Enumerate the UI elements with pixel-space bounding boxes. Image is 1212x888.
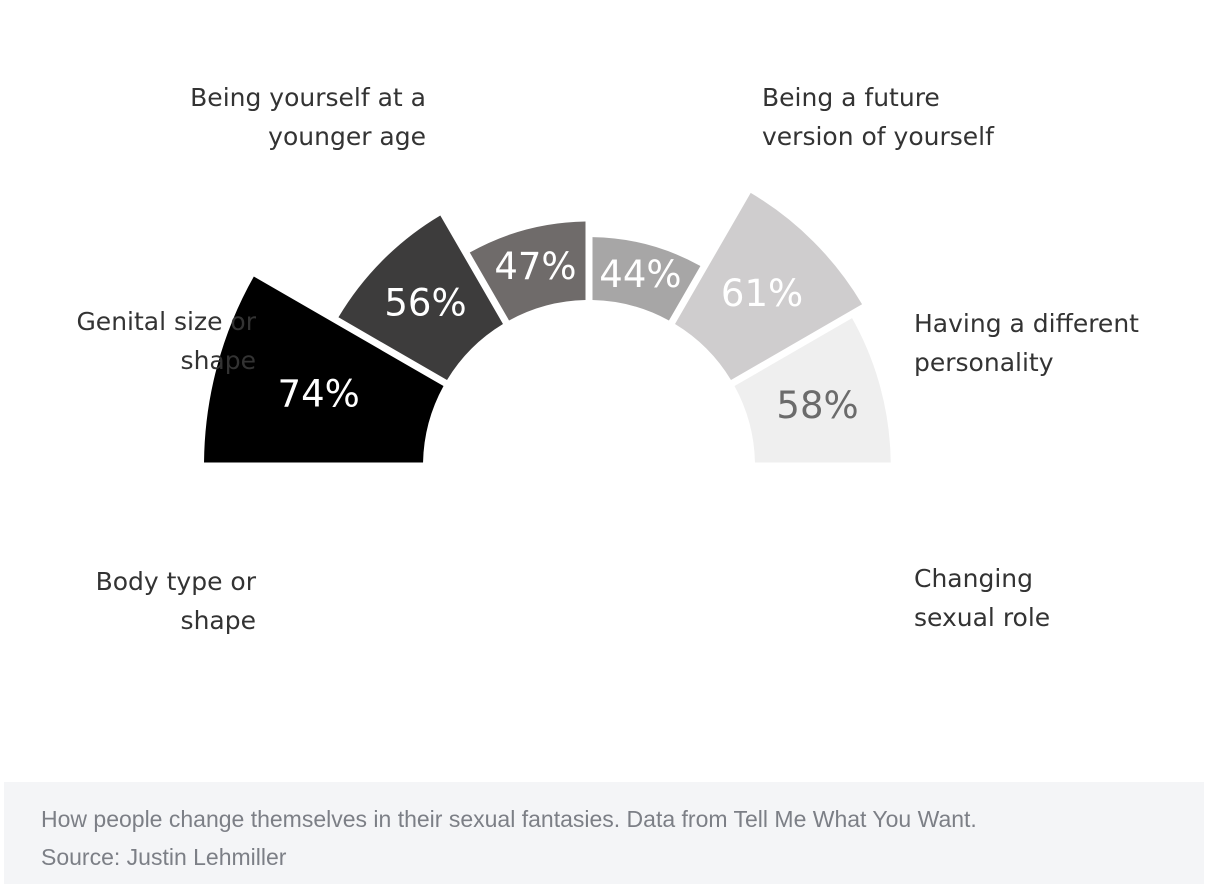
segment-changing-sexual-role <box>734 318 891 463</box>
caption-text: How people change themselves in their se… <box>41 806 977 832</box>
category-label-having-a-different-personality: Having a different personality <box>914 309 1139 377</box>
segment-being-yourself-at-a-younger-age <box>469 221 586 321</box>
segment-body-type-or-shape <box>204 276 444 463</box>
caption-source: Source: Justin Lehmiller <box>41 844 287 870</box>
category-label-body-type-or-shape: Body type or shape <box>96 567 257 635</box>
category-label-being-yourself-at-a-younger-age: Being yourself at a younger age <box>190 83 426 151</box>
segment-being-a-future-version-of-yourself <box>592 237 701 321</box>
category-label-genital-size-or-shape: Genital size or shape <box>76 307 256 375</box>
figure-caption: How people change themselves in their se… <box>4 782 1204 884</box>
radial-bar-chart: 74% 56% 47% 44% 61% 58% Body type or shape Genit… <box>76 83 1139 635</box>
category-label-being-a-future-version-of-yourself: Being a future version of yourself <box>762 83 995 151</box>
value-label: 58% <box>776 384 858 427</box>
segment-genital-size-or-shape <box>338 215 503 380</box>
value-label: 74% <box>278 373 360 416</box>
value-label: 61% <box>721 272 803 315</box>
chart-area: 74% 56% 47% 44% 61% 58% Body type or shape Genit… <box>4 24 1204 782</box>
segment-having-a-different-personality <box>675 192 863 380</box>
value-label: 56% <box>384 282 466 325</box>
value-label: 47% <box>494 245 576 288</box>
category-label-changing-sexual-role: Changing sexual role <box>914 564 1050 632</box>
value-label: 44% <box>599 253 681 296</box>
